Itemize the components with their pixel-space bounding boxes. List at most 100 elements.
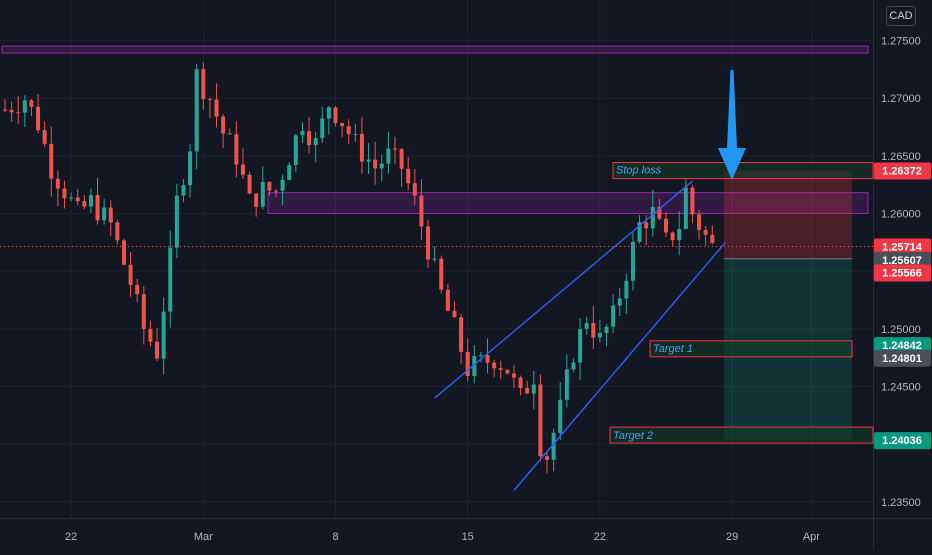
candle-body xyxy=(267,181,272,191)
candle-body xyxy=(254,193,259,207)
candle-body xyxy=(29,100,34,107)
price-badge-label: 1.24036 xyxy=(882,435,922,447)
candle-body xyxy=(135,284,140,295)
candle-body xyxy=(16,112,21,114)
candle-body xyxy=(406,168,411,184)
candle-body xyxy=(128,264,133,285)
candle-body xyxy=(221,116,226,134)
price-badge-red[interactable] xyxy=(874,162,931,180)
candle-body xyxy=(214,99,219,117)
candle-body xyxy=(307,131,312,146)
candle-body xyxy=(472,355,477,377)
candle-body xyxy=(531,384,536,394)
risk-box xyxy=(724,170,852,259)
resistance-zone-mid xyxy=(267,192,869,214)
candle-body xyxy=(558,399,563,433)
price-tick-label: 1.23500 xyxy=(881,497,921,509)
candle-body xyxy=(591,322,596,338)
candle-body xyxy=(710,234,715,243)
candle-body xyxy=(293,135,298,165)
candle-body xyxy=(538,384,543,457)
currency-badge[interactable]: CAD xyxy=(886,6,916,26)
price-tick-label: 1.26500 xyxy=(881,151,921,163)
channel-upper-line[interactable] xyxy=(434,180,693,399)
candle-body xyxy=(161,311,166,359)
candle-body xyxy=(366,159,371,162)
candle-body xyxy=(121,240,126,265)
time-tick-label: 15 xyxy=(462,531,474,543)
candle-body xyxy=(326,107,331,119)
time-axis[interactable]: 22 Mar 8 15 22 29 Apr xyxy=(65,531,820,543)
price-badge-label: 1.25566 xyxy=(882,268,922,280)
candle-body xyxy=(419,195,424,227)
candle-body xyxy=(578,328,583,363)
candle-body xyxy=(677,228,682,241)
candle-body xyxy=(611,305,616,327)
candle-body xyxy=(207,99,212,101)
candle-body xyxy=(340,123,345,127)
candle-body xyxy=(465,351,470,377)
candle-body xyxy=(584,322,589,329)
channel-lower-line[interactable] xyxy=(513,241,727,491)
candles xyxy=(3,62,715,474)
candle-body xyxy=(9,109,14,113)
candle-body xyxy=(412,183,417,196)
resistance-zone-top xyxy=(1,45,869,54)
time-tick-label: Mar xyxy=(194,531,213,543)
price-badge-label: 1.26372 xyxy=(882,166,922,178)
candle-body xyxy=(168,247,173,312)
candle-body xyxy=(188,151,193,186)
candle-body xyxy=(426,226,431,260)
candle-body xyxy=(346,126,351,135)
price-tick-label: 1.24500 xyxy=(881,382,921,394)
candle-body xyxy=(234,134,239,165)
candle-body xyxy=(670,232,675,241)
candle-body xyxy=(155,341,160,359)
price-tick-label: 1.27000 xyxy=(881,93,921,105)
candle-body xyxy=(485,355,490,363)
candle-body xyxy=(703,229,708,235)
candle-body xyxy=(280,179,285,191)
candle-body xyxy=(49,143,54,179)
candle-body xyxy=(36,106,41,131)
candle-body xyxy=(88,194,93,207)
candle-body xyxy=(452,310,457,318)
candle-body xyxy=(518,377,523,388)
drawing-overlays[interactable]: Stop loss Target 1 Target 2 xyxy=(0,70,874,491)
zone-layer xyxy=(1,45,869,441)
candle-body xyxy=(82,201,87,207)
price-axis[interactable]: 1.275001.270001.265001.260001.255001.250… xyxy=(874,35,931,509)
candle-body xyxy=(102,207,107,221)
price-badge-green[interactable] xyxy=(874,432,931,450)
price-tick-label: 1.27500 xyxy=(881,35,921,47)
candle-body xyxy=(637,222,642,242)
target-1-box[interactable] xyxy=(649,340,853,358)
target-2-box[interactable] xyxy=(609,426,874,444)
time-tick-label: 22 xyxy=(65,531,77,543)
candle-body xyxy=(333,107,338,124)
candle-body xyxy=(141,294,146,329)
candle-body xyxy=(525,387,530,394)
price-badge-red[interactable] xyxy=(874,264,931,282)
price-badge-label: 1.24842 xyxy=(882,340,922,352)
candle-body xyxy=(617,298,622,306)
candle-body xyxy=(240,164,245,175)
candle-body xyxy=(630,241,635,281)
stop-loss-label: Stop loss xyxy=(616,165,662,177)
candle-body xyxy=(62,188,67,199)
time-tick-label: Apr xyxy=(803,531,820,543)
price-badge-gray[interactable] xyxy=(874,349,931,367)
candle-body xyxy=(597,333,602,338)
price-badge-red[interactable] xyxy=(874,238,931,256)
candle-body xyxy=(247,174,252,194)
candle-body xyxy=(227,133,232,135)
candle-body xyxy=(3,109,7,111)
candle-body xyxy=(274,190,279,192)
candle-body xyxy=(459,317,464,352)
candle-body xyxy=(657,207,662,219)
candle-body xyxy=(148,328,153,342)
time-tick-label: 22 xyxy=(594,531,606,543)
stop-loss-box[interactable] xyxy=(612,162,874,180)
